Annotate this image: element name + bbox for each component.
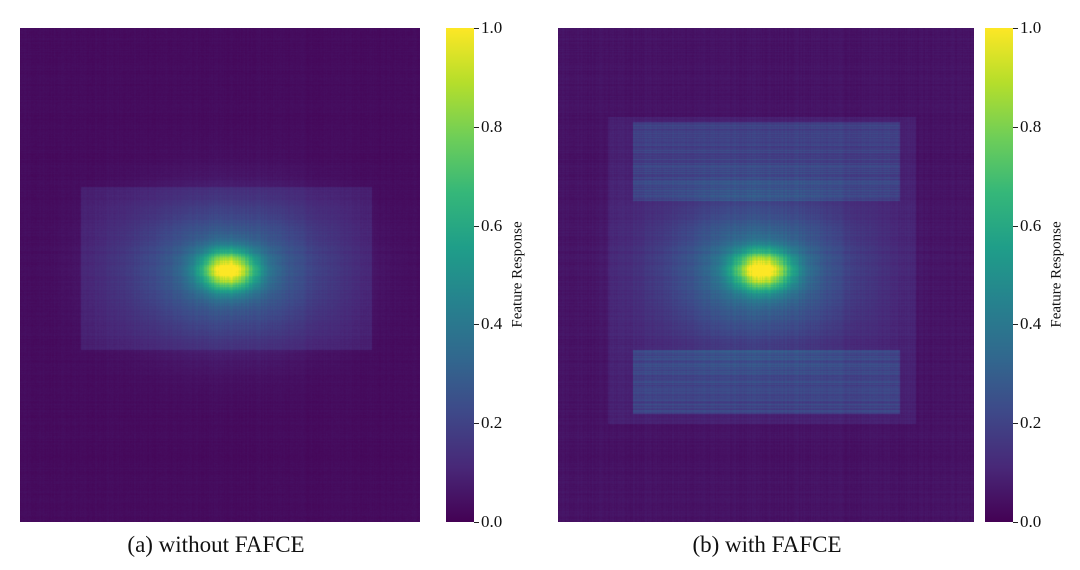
colorbar-b-tick-label: 0.0 <box>1020 512 1042 531</box>
colorbar-b-tick <box>1013 522 1018 523</box>
colorbar-a-tick <box>474 423 479 424</box>
colorbar-a-tick-label: 1.0 <box>481 18 503 37</box>
colorbar-a-tick <box>474 522 479 523</box>
colorbar-b-tick-label: 0.2 <box>1020 413 1042 432</box>
caption-b: (b) with FAFCE <box>692 532 842 557</box>
colorbar-b-tick <box>1013 226 1018 227</box>
colorbar-b-tick-label: 1.0 <box>1020 18 1042 37</box>
colorbar-a-tick-label: 0.4 <box>481 314 503 333</box>
heatmap-without-fafce <box>20 28 420 522</box>
colorbar-a-tick-label: 0.6 <box>481 216 503 235</box>
colorbar-a-tick-label: 0.2 <box>481 413 503 432</box>
colorbar-a-tick-label: 0.8 <box>481 117 503 136</box>
heatmap-with-fafce <box>558 28 974 522</box>
colorbar-b-tick-label: 0.6 <box>1020 216 1042 235</box>
colorbar-b <box>985 28 1013 522</box>
colorbar-b-tick <box>1013 423 1018 424</box>
colorbar-b-tick <box>1013 28 1018 29</box>
caption-a: (a) without FAFCE <box>127 532 305 557</box>
colorbar-b-tick-label: 0.4 <box>1020 314 1042 333</box>
colorbar-a-tick <box>474 127 479 128</box>
colorbar-a-tick-label: 0.0 <box>481 512 503 531</box>
colorbar-a-tick <box>474 28 479 29</box>
colorbar-b-tick <box>1013 127 1018 128</box>
colorbar-a-tick <box>474 226 479 227</box>
colorbar-b-tick <box>1013 324 1018 325</box>
colorbar-a-label: Feature Response <box>509 221 526 328</box>
colorbar-a <box>446 28 474 522</box>
colorbar-b-tick-label: 0.8 <box>1020 117 1042 136</box>
colorbar-b-label: Feature Response <box>1048 221 1065 328</box>
colorbar-a-tick <box>474 324 479 325</box>
